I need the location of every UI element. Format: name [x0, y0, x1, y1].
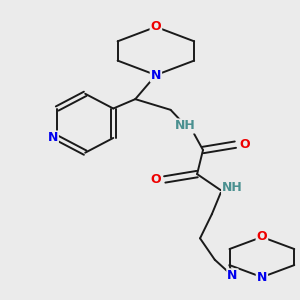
Text: N: N: [257, 271, 267, 284]
Text: NH: NH: [222, 181, 243, 194]
Text: N: N: [151, 69, 161, 82]
Text: NH: NH: [175, 119, 196, 132]
Text: O: O: [256, 230, 267, 244]
Text: O: O: [151, 173, 161, 186]
Text: O: O: [151, 20, 161, 33]
Text: O: O: [239, 138, 250, 151]
Text: N: N: [227, 269, 238, 282]
Text: N: N: [48, 131, 58, 145]
